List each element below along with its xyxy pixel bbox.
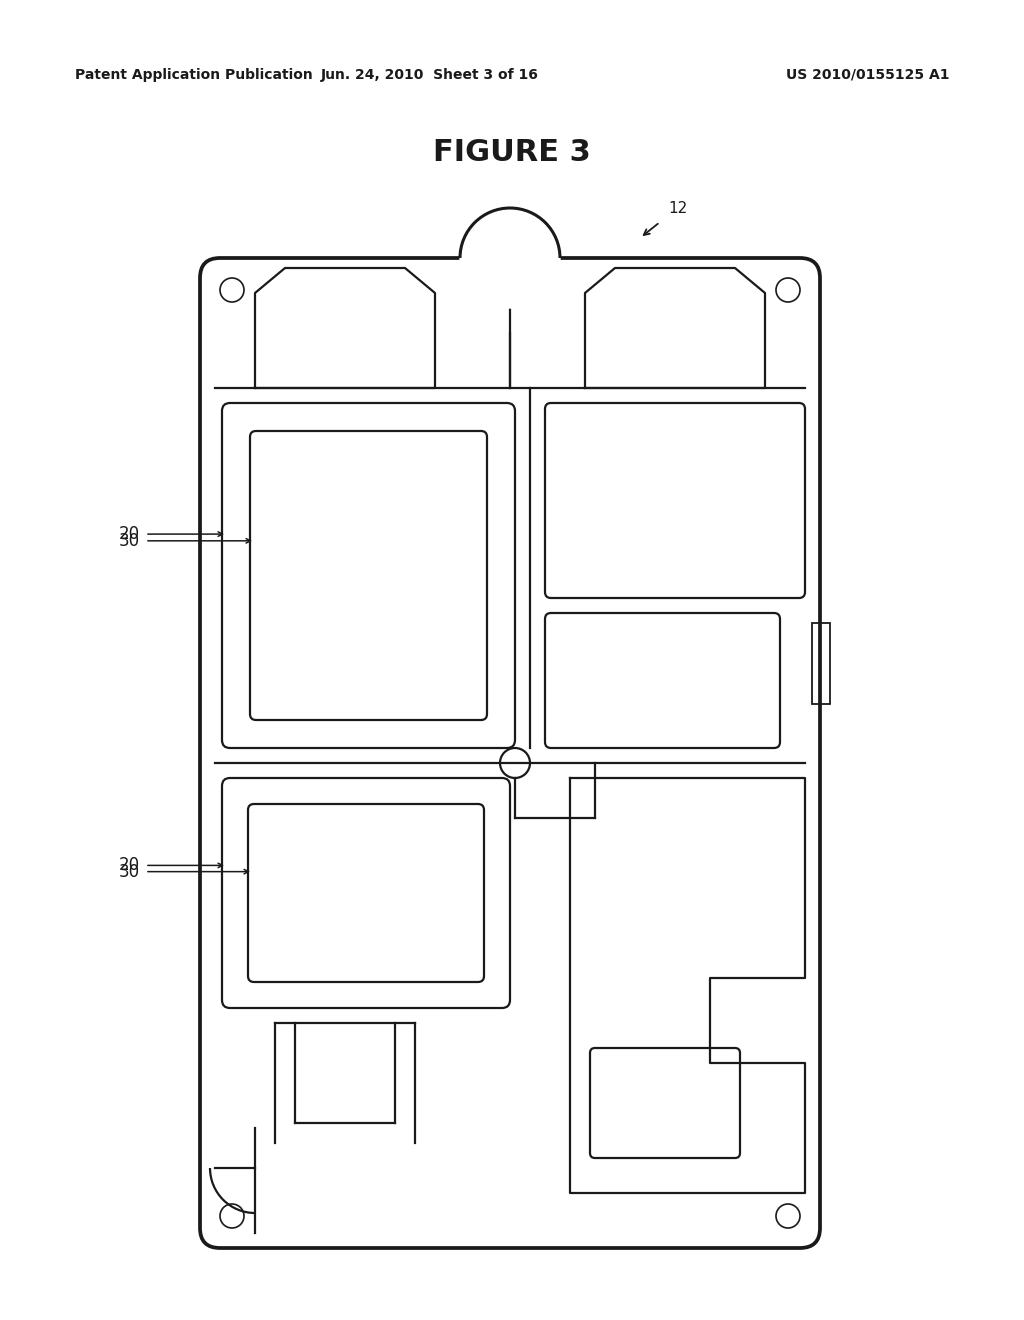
Text: FIGURE 3: FIGURE 3 [433, 139, 591, 168]
Text: 12: 12 [668, 201, 687, 216]
Circle shape [460, 209, 560, 308]
Text: Patent Application Publication: Patent Application Publication [75, 69, 312, 82]
Text: 30: 30 [119, 863, 140, 880]
Text: 20: 20 [119, 857, 140, 874]
Text: US 2010/0155125 A1: US 2010/0155125 A1 [786, 69, 950, 82]
Text: Jun. 24, 2010  Sheet 3 of 16: Jun. 24, 2010 Sheet 3 of 16 [322, 69, 539, 82]
Bar [812, 623, 830, 704]
Text: 20: 20 [119, 525, 140, 543]
Text: 30: 30 [119, 532, 140, 550]
